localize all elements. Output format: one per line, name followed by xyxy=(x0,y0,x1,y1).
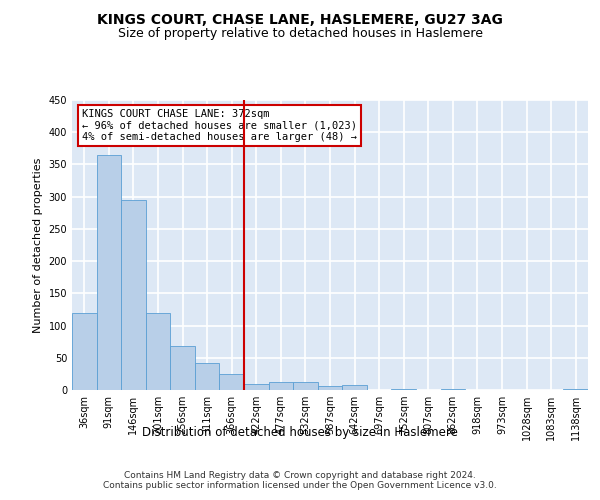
Bar xyxy=(318,386,342,390)
Bar xyxy=(146,312,170,390)
Bar xyxy=(220,374,244,390)
Bar xyxy=(170,346,195,390)
Bar xyxy=(342,385,367,390)
Bar xyxy=(391,388,416,390)
Bar xyxy=(72,312,97,390)
Bar xyxy=(563,388,588,390)
Text: Distribution of detached houses by size in Haslemere: Distribution of detached houses by size … xyxy=(142,426,458,439)
Text: KINGS COURT, CHASE LANE, HASLEMERE, GU27 3AG: KINGS COURT, CHASE LANE, HASLEMERE, GU27… xyxy=(97,12,503,26)
Text: KINGS COURT CHASE LANE: 372sqm
← 96% of detached houses are smaller (1,023)
4% o: KINGS COURT CHASE LANE: 372sqm ← 96% of … xyxy=(82,108,358,142)
Text: Contains HM Land Registry data © Crown copyright and database right 2024.
Contai: Contains HM Land Registry data © Crown c… xyxy=(103,470,497,490)
Bar xyxy=(440,388,465,390)
Bar xyxy=(97,155,121,390)
Bar xyxy=(293,382,318,390)
Bar xyxy=(195,363,220,390)
Bar xyxy=(269,382,293,390)
Bar xyxy=(121,200,146,390)
Text: Size of property relative to detached houses in Haslemere: Size of property relative to detached ho… xyxy=(118,28,482,40)
Bar xyxy=(244,384,269,390)
Y-axis label: Number of detached properties: Number of detached properties xyxy=(33,158,43,332)
